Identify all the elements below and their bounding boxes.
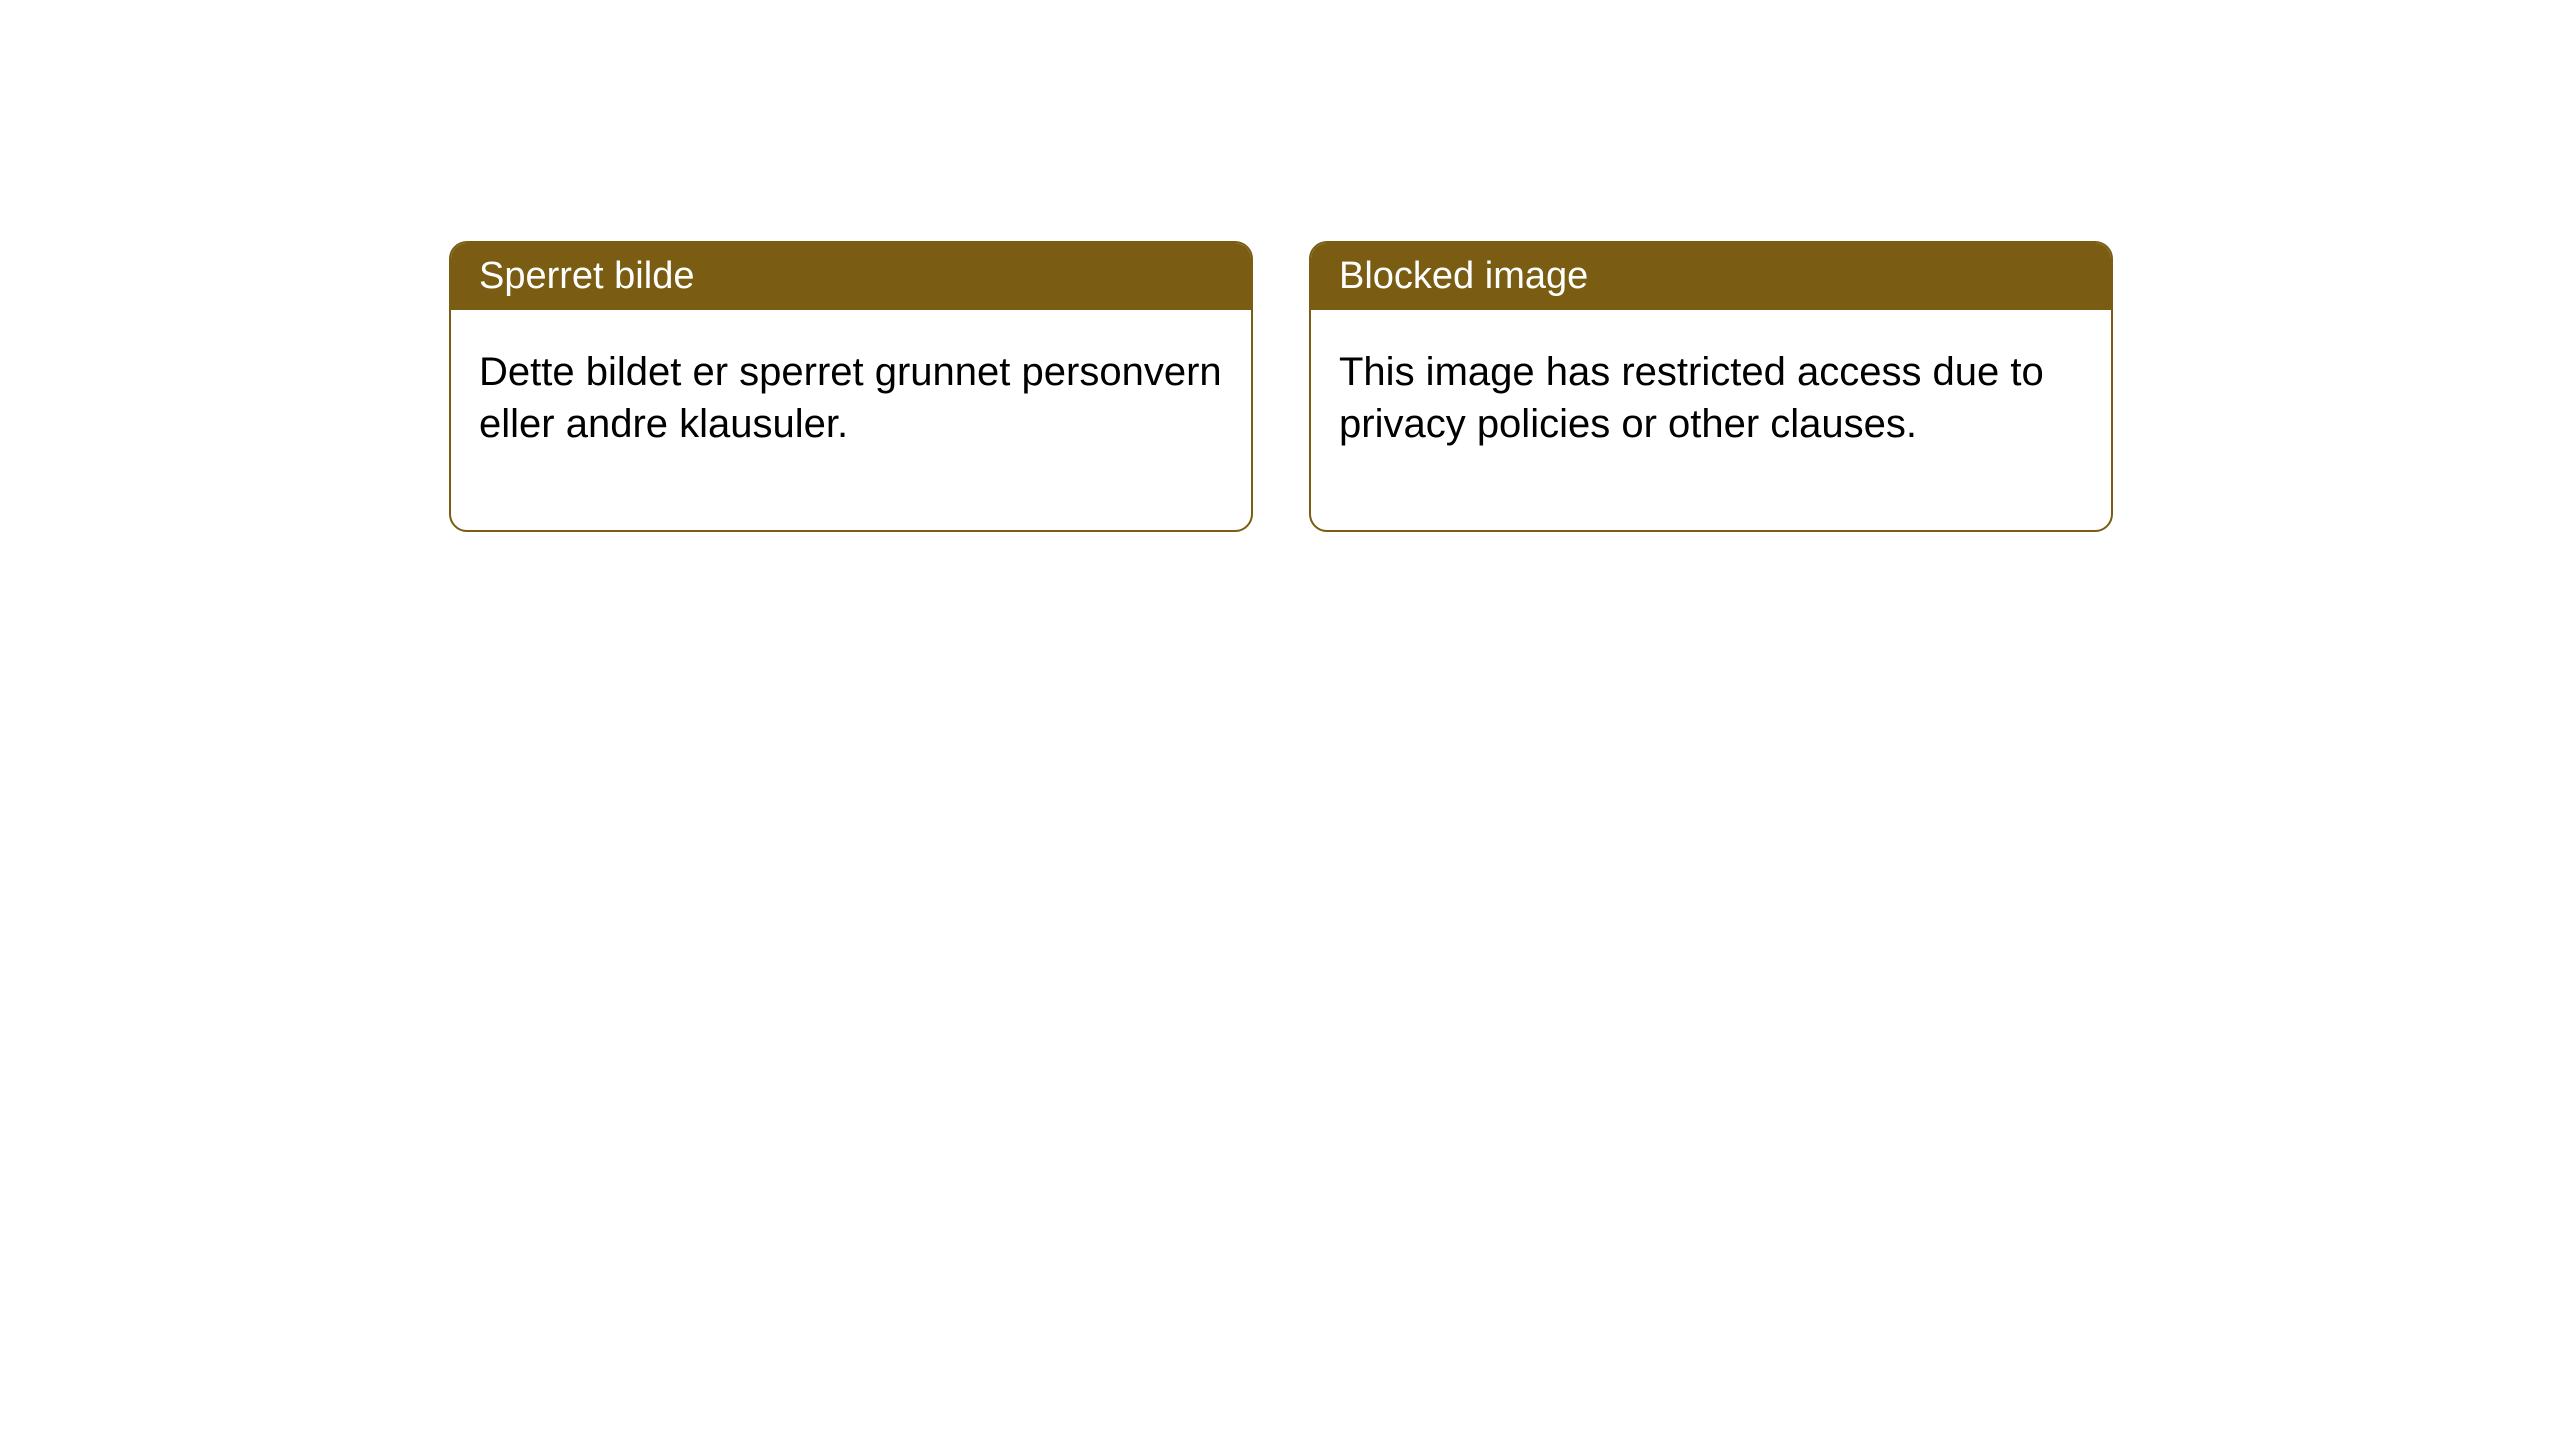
card-body: Dette bildet er sperret grunnet personve… <box>451 310 1251 530</box>
blocked-image-card-no: Sperret bilde Dette bildet er sperret gr… <box>449 241 1253 532</box>
card-header: Sperret bilde <box>451 243 1251 310</box>
notice-container: Sperret bilde Dette bildet er sperret gr… <box>449 241 2113 532</box>
card-header: Blocked image <box>1311 243 2111 310</box>
blocked-image-card-en: Blocked image This image has restricted … <box>1309 241 2113 532</box>
card-body: This image has restricted access due to … <box>1311 310 2111 530</box>
